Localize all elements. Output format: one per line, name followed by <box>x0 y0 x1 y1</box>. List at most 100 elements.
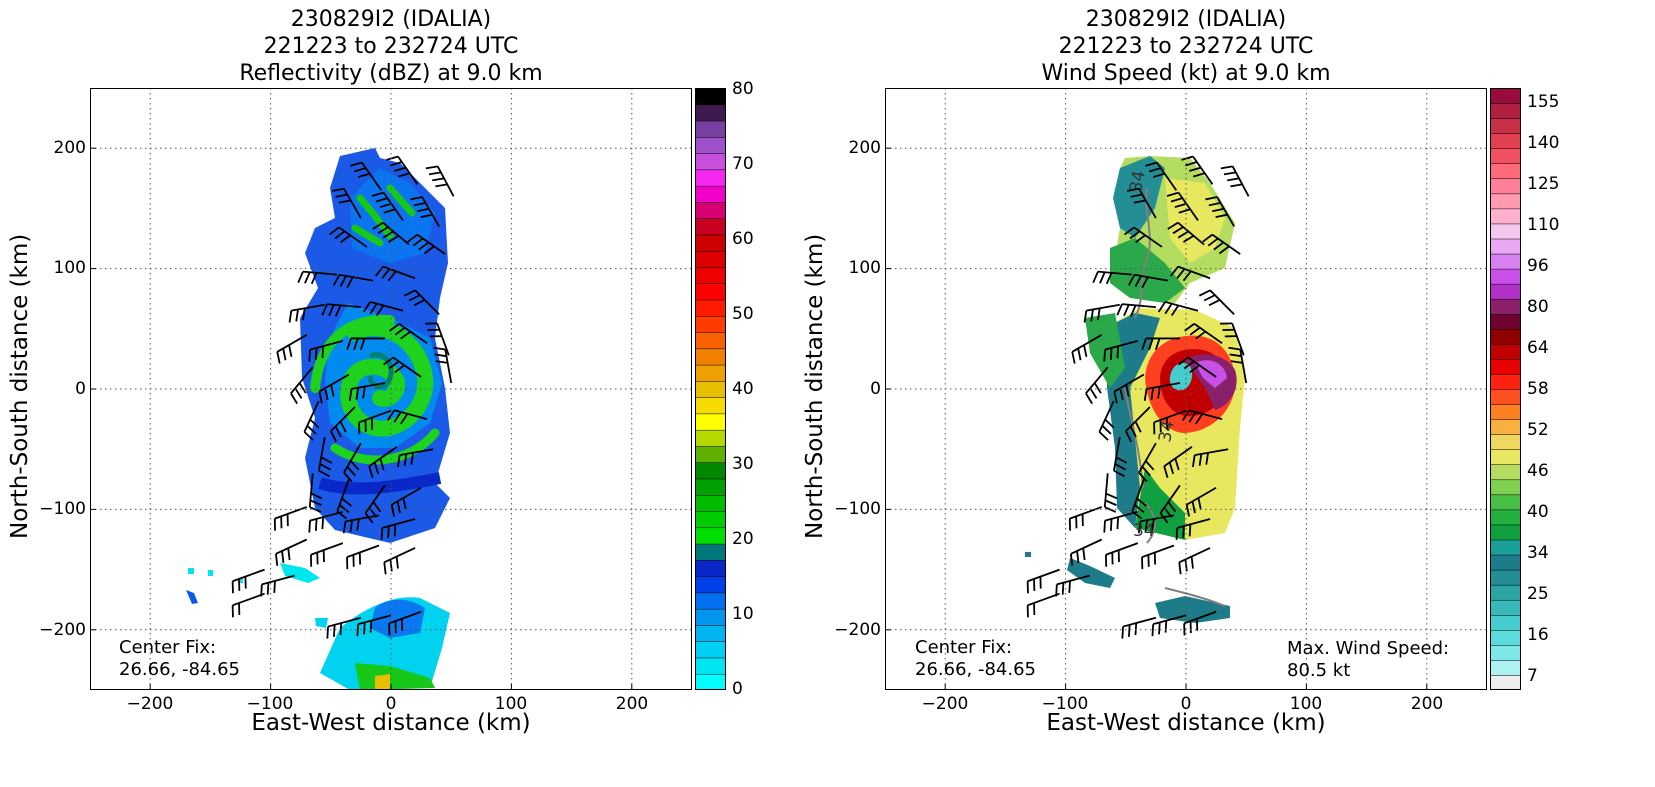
wind-barb-flag <box>388 360 400 370</box>
wind-barb-flag <box>1197 497 1202 510</box>
wind-barb-flag <box>334 304 342 317</box>
wind-barb-shaft <box>275 538 308 555</box>
wind-barb-flag <box>1123 226 1135 236</box>
wind-barb-flag <box>387 526 390 539</box>
colorbar-segment <box>695 380 726 398</box>
wind-barb-flag <box>288 344 293 357</box>
colorbar-segment <box>1490 539 1521 556</box>
grid-lines <box>885 88 1487 690</box>
wind-barb-shaft <box>1189 409 1223 420</box>
colorbar-tick-label: 16 <box>1527 625 1549 645</box>
colorbar-segment <box>1490 208 1521 225</box>
wind-barb-shaft <box>361 161 383 191</box>
x-tick-label: 0 <box>1180 694 1192 714</box>
wind-barb-shaft <box>1105 542 1139 556</box>
wind-barb-flag <box>339 275 347 287</box>
colorbar-segment <box>1490 298 1521 315</box>
x-tick-label: 100 <box>1289 694 1323 714</box>
wind-barb-shaft <box>357 614 392 626</box>
wind-barb-flag <box>340 234 351 244</box>
wind-barb-shaft <box>309 339 344 351</box>
wind-barb-flag <box>357 172 370 178</box>
wind-barb-flag <box>1220 165 1233 170</box>
colorbar-segment <box>1490 117 1521 134</box>
wind-barb-flag <box>1174 458 1180 471</box>
wind-barb-flag <box>1185 161 1198 167</box>
wind-barb-flag <box>355 387 360 400</box>
wind-barb-flag <box>372 501 382 513</box>
wind-barb-shaft <box>1216 196 1235 227</box>
colorbar-tick-label: 46 <box>1527 461 1549 481</box>
colorbar-tick-label: 125 <box>1527 174 1560 194</box>
colorbar-segment <box>695 331 726 350</box>
wind-barb-flag <box>1093 382 1102 394</box>
y-tick-label: 200 <box>53 138 86 158</box>
wind-barb-shaft <box>339 273 374 282</box>
colorbar-segment <box>695 364 726 382</box>
wind-barb-flag <box>1223 171 1236 176</box>
wind-barb-flag <box>1152 172 1165 178</box>
wind-barb-flag <box>387 270 397 282</box>
wind-barb-flag <box>400 330 411 340</box>
wind-barb-flag <box>328 304 335 317</box>
wind-barb-flag <box>1181 409 1191 421</box>
colorbar-segment <box>695 673 726 690</box>
wind-barb-flag <box>1116 517 1120 530</box>
wind-barb-shaft <box>351 382 386 390</box>
colorbar-segment <box>695 185 726 203</box>
wind-barb-flag <box>310 499 322 506</box>
wind-barb-flag <box>314 518 318 531</box>
wind-barb-shaft <box>1104 339 1139 351</box>
contour-label: 34 <box>1133 521 1155 541</box>
wind-barb-shaft <box>1177 192 1199 221</box>
wind-barb-flag <box>423 245 435 255</box>
wind-barb-flag <box>1167 501 1177 513</box>
wind-barb-flag <box>1138 472 1148 483</box>
wind-barb-shaft <box>1177 518 1211 529</box>
wind-barb-flag <box>369 620 373 633</box>
wind-barb-flag <box>1098 431 1109 441</box>
colorbar-tick-label: 30 <box>732 454 754 474</box>
x-tick-label: −200 <box>126 694 174 714</box>
wind-barb-flag <box>432 177 445 182</box>
wind-barb-shaft <box>394 409 428 420</box>
colorbar-segment <box>1490 448 1521 466</box>
wind-barb-shaft <box>399 448 434 456</box>
wind-barb-flag <box>266 582 270 595</box>
wind-barb-flag <box>1168 462 1175 475</box>
wind-barb-shaft <box>1141 544 1175 558</box>
y-tick-label: −200 <box>39 620 86 640</box>
chart-title: 230829I2 (IDALIA) 221223 to 232724 UTC W… <box>885 6 1487 87</box>
wind-barb-flag <box>1116 346 1120 359</box>
wind-barb-flag <box>433 346 446 351</box>
wind-barb-flag <box>1141 466 1151 477</box>
colorbar-segment <box>695 152 726 171</box>
wind-barb-flag <box>402 497 407 510</box>
wind-barb-flag <box>1128 624 1131 637</box>
y-tick-label: −200 <box>834 620 881 640</box>
colorbar-segment <box>695 315 726 333</box>
wind-barb-shaft <box>1085 366 1109 394</box>
wind-barb-flag <box>380 527 384 540</box>
wind-barb-flag <box>383 356 394 366</box>
wind-barb-flag <box>397 454 401 468</box>
wind-barb-flag <box>1134 421 1142 433</box>
wind-barb-flag <box>321 303 328 316</box>
wind-barb-flag <box>1184 323 1195 332</box>
wind-barb-flag <box>1082 548 1086 561</box>
center-fix-note: Center Fix: 26.66, -84.65 <box>119 637 240 681</box>
center-fix-value: 26.66, -84.65 <box>119 659 240 680</box>
colorbar-segment <box>695 104 726 122</box>
wind-barb-shaft <box>318 373 350 393</box>
wind-barb-flag <box>1207 237 1219 247</box>
title-line-time: 221223 to 232724 UTC <box>263 34 519 59</box>
wind-barb-flag <box>1105 272 1113 285</box>
wind-barb-flag <box>297 271 304 284</box>
wind-barb-flag <box>1169 266 1179 277</box>
wind-barb-flag <box>320 456 333 464</box>
wind-barb-flag <box>1109 347 1113 360</box>
wind-barb-flag <box>1167 221 1179 230</box>
wind-barb-flag <box>1141 338 1147 351</box>
wind-barb-flag <box>339 421 347 433</box>
wind-barb-flag <box>288 310 293 323</box>
